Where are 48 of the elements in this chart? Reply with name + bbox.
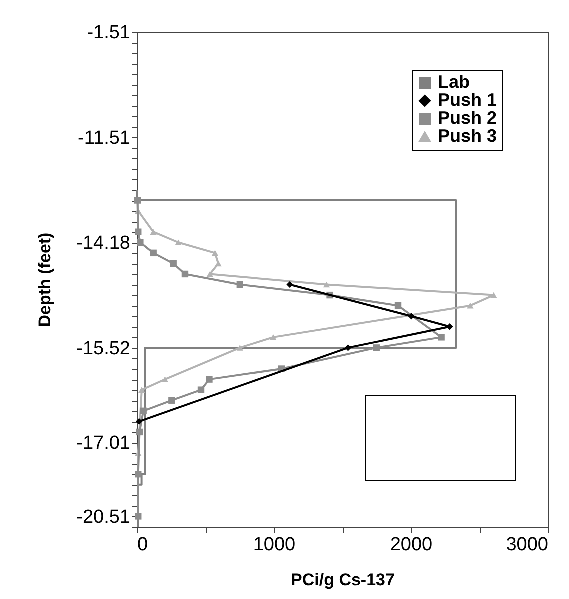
- point: [135, 228, 142, 236]
- point: [182, 270, 189, 278]
- y-axis-title: Depth (feet): [36, 232, 55, 328]
- point: [140, 408, 147, 415]
- point: [206, 376, 213, 383]
- point: [150, 229, 157, 236]
- point: [137, 239, 144, 246]
- point: [286, 281, 294, 288]
- y-tick-label: -14.18: [76, 233, 130, 254]
- y-tick-label: -15.52: [76, 338, 130, 360]
- point: [323, 282, 330, 288]
- point: [136, 428, 144, 436]
- legend-label: Push 3: [438, 126, 498, 146]
- y-tick-label: -1.51: [87, 22, 130, 44]
- point: [138, 387, 146, 393]
- x-axis-title: PCi/g Cs-137: [291, 570, 395, 590]
- x-tick-label: 3000: [506, 534, 548, 556]
- point: [215, 260, 222, 267]
- point: [212, 250, 219, 256]
- point: [150, 250, 157, 257]
- point: [438, 334, 445, 341]
- point: [408, 313, 415, 320]
- y-tick-label: -17.01: [76, 433, 130, 454]
- x-tick-label: 2000: [390, 534, 433, 556]
- point: [170, 260, 177, 268]
- x-tick-label: 0: [138, 534, 148, 556]
- point: [135, 470, 142, 478]
- point: [175, 240, 182, 246]
- point: [168, 397, 176, 404]
- point: [344, 344, 352, 352]
- point: [162, 376, 169, 382]
- point: [394, 302, 402, 310]
- legend-label: Push 1: [438, 90, 498, 110]
- legend-label: Push 2: [438, 108, 498, 128]
- point: [136, 418, 143, 426]
- point: [446, 324, 454, 330]
- point: [490, 292, 498, 298]
- point: [373, 344, 380, 352]
- point: [270, 334, 277, 340]
- point: [236, 281, 244, 288]
- y-tick-label: -11.51: [78, 128, 130, 149]
- point: [467, 302, 474, 309]
- point: [206, 271, 214, 278]
- point: [236, 345, 244, 351]
- y-tick-label: -20.51: [76, 506, 130, 528]
- legend-label: Lab: [438, 72, 470, 92]
- point: [198, 386, 205, 394]
- x-tick-label: 1000: [253, 534, 296, 556]
